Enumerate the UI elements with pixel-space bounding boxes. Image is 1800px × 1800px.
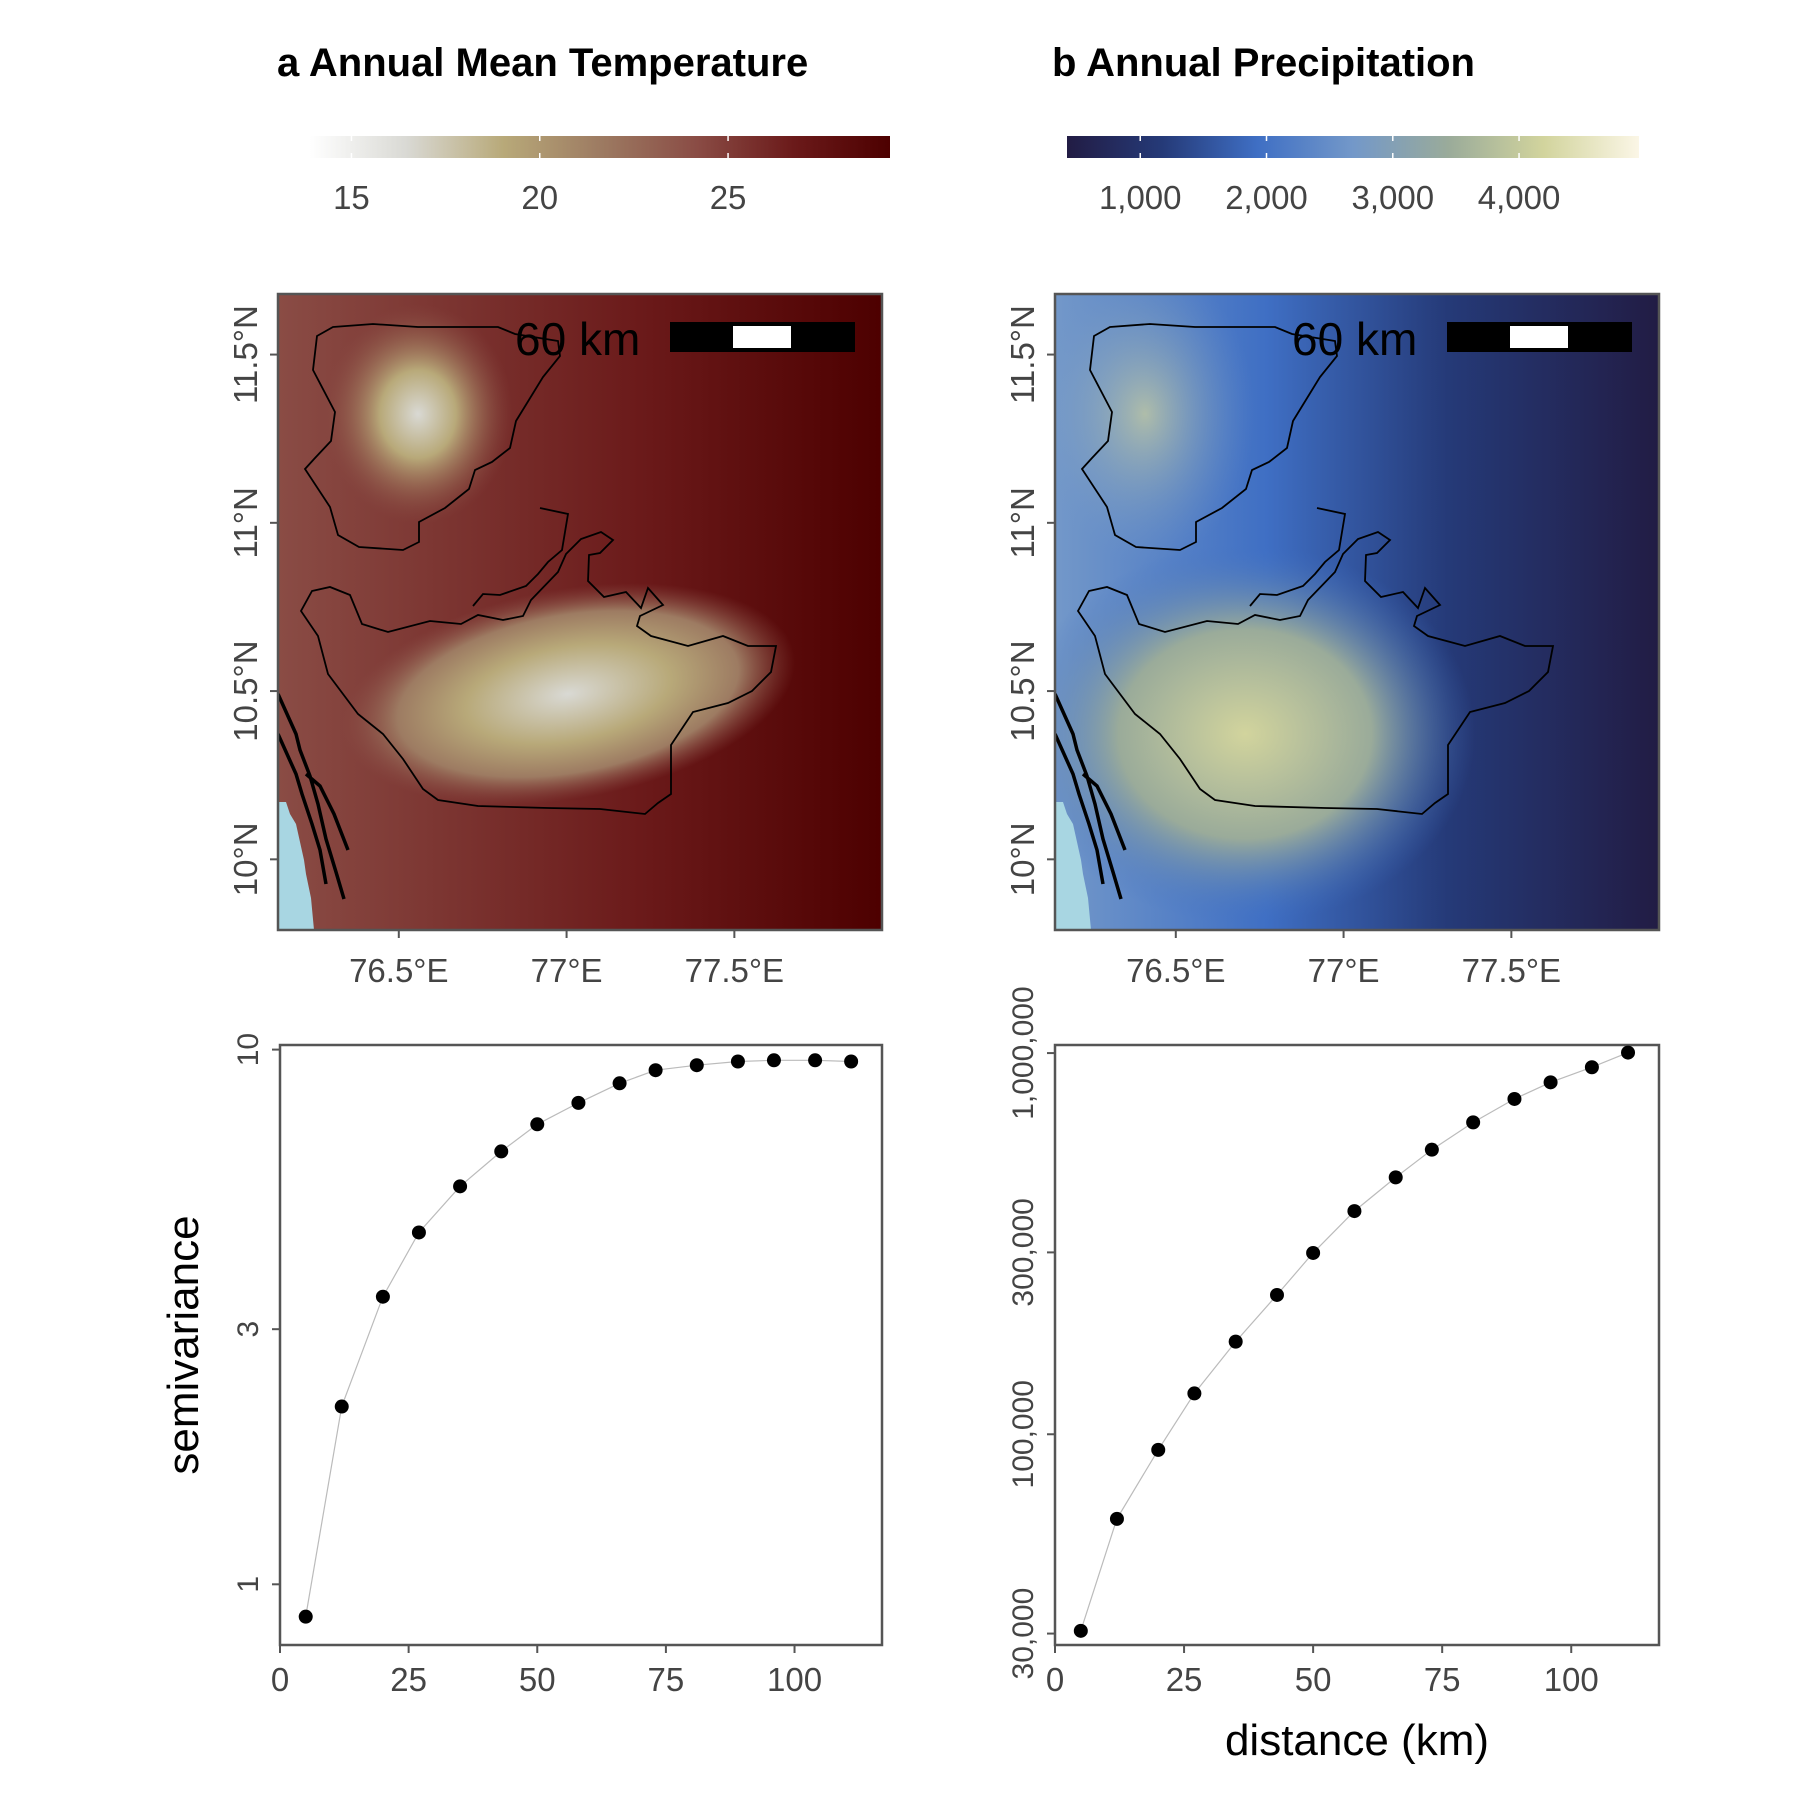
y-tick-label: 30,000	[1007, 1588, 1040, 1680]
temp-colorbar-ticks: 15 20 25	[333, 136, 746, 216]
data-point	[1073, 1623, 1088, 1638]
scalebar-a-label: 60 km	[515, 313, 640, 365]
data-point	[298, 1609, 313, 1624]
data-point	[730, 1054, 745, 1069]
trend-line	[305, 1059, 852, 1617]
map-x-tick-label: 77°E	[1308, 952, 1380, 989]
data-point	[453, 1179, 468, 1194]
map-y-tick-label: 11°N	[227, 487, 264, 558]
y-tick-label: 3	[232, 1321, 265, 1338]
map-y-tick-label: 10.5°N	[227, 640, 264, 741]
semivariogram-temperature: 0 25 50 75 100 1 3 10	[232, 1033, 884, 1698]
colorbar-tick-label: 3,000	[1351, 179, 1434, 216]
colorbar-tick-label: 4,000	[1478, 179, 1561, 216]
data-point	[1543, 1075, 1558, 1090]
data-point	[530, 1117, 545, 1132]
map-y-tick-label: 10°N	[1004, 822, 1041, 896]
data-point	[1269, 1287, 1284, 1302]
data-point	[1584, 1060, 1599, 1075]
map-x-tick-label: 76.5°E	[1126, 952, 1225, 989]
scalebar-a: 60 km	[515, 313, 855, 365]
anamalai-highland-temp	[340, 583, 796, 805]
map-x-tick-label: 77°E	[531, 952, 603, 989]
data-point	[375, 1289, 390, 1304]
colorbar-tick-label: 15	[333, 179, 370, 216]
map-y-tick-label: 11°N	[1004, 487, 1041, 558]
data-point	[648, 1063, 663, 1078]
y-tick-label: 10	[232, 1033, 265, 1066]
x-tick-label: 0	[271, 1661, 289, 1698]
map-y-tick-label: 11.5°N	[1004, 305, 1041, 404]
x-tick-label: 100	[767, 1661, 822, 1698]
data-point	[1228, 1334, 1243, 1349]
map-x-tick-label: 77.5°E	[685, 952, 784, 989]
precip-colorbar	[1067, 136, 1639, 158]
scalebar-b: 60 km	[1292, 313, 1632, 365]
nilgiri-wet-zone	[1055, 294, 1255, 564]
colorbar-tick-label: 2,000	[1225, 179, 1308, 216]
data-point	[1187, 1386, 1202, 1401]
precip-colorbar-ticks: 1,000 2,000 3,000 4,000	[1099, 136, 1560, 216]
y-tick-label: 300,000	[1007, 1198, 1040, 1306]
data-point	[1306, 1245, 1321, 1260]
map-x-tick-label: 76.5°E	[349, 952, 448, 989]
temp-colorbar	[310, 136, 890, 158]
data-point	[689, 1058, 704, 1073]
x-tick-label: 0	[1046, 1661, 1064, 1698]
data-point	[1151, 1442, 1166, 1457]
x-tick-label: 50	[519, 1661, 556, 1698]
data-point	[411, 1225, 426, 1240]
scalebar-b-label: 60 km	[1292, 313, 1417, 365]
colorbar-tick-label: 25	[710, 179, 747, 216]
western-ghats-wet-zone	[1055, 544, 1475, 924]
colorbar-tick-label: 20	[521, 179, 558, 216]
colorbar-tick-label: 1,000	[1099, 179, 1182, 216]
map-a-axes: 76.5°E 77°E 77.5°E 10°N 10.5°N 11°N 11.5°N	[227, 305, 784, 989]
x-tick-label: 25	[1166, 1661, 1203, 1698]
x-tick-label: 100	[1544, 1661, 1599, 1698]
data-point	[1507, 1091, 1522, 1106]
map-b: 60 km 76.5°E 77°E 77.5°E 10°N 10.5°N 11°N 11.5…	[1004, 292, 1661, 989]
map-y-tick-label: 10.5°N	[1004, 640, 1041, 741]
data-point	[1466, 1115, 1481, 1130]
semivariogram-precipitation: 0 25 50 75 100 30,000 100,000 300,000 1,000,000	[1007, 986, 1661, 1698]
data-point	[1388, 1170, 1403, 1185]
x-tick-label: 25	[390, 1661, 427, 1698]
data-point	[1109, 1511, 1124, 1526]
x-tick-label: 75	[1424, 1661, 1461, 1698]
map-y-tick-label: 11.5°N	[227, 305, 264, 404]
data-point	[844, 1054, 859, 1069]
map-x-tick-label: 77.5°E	[1462, 952, 1561, 989]
y-tick-label: 1,000,000	[1007, 986, 1040, 1119]
trend-line	[1080, 1052, 1629, 1631]
data-point	[808, 1053, 823, 1068]
map-y-tick-label: 10°N	[227, 822, 264, 896]
panel-a-title: a Annual Mean Temperature	[277, 41, 808, 85]
y-axis-label: semivariance	[159, 1215, 208, 1474]
panel-b-title: b Annual Precipitation	[1052, 41, 1475, 85]
nilgiri-highland-temp	[323, 304, 513, 524]
y-tick-label: 100,000	[1007, 1380, 1040, 1488]
map-b-axes: 76.5°E 77°E 77.5°E 10°N 10.5°N 11°N 11.5°N	[1004, 305, 1561, 989]
x-axis-label: distance (km)	[1225, 1716, 1489, 1765]
data-point	[612, 1076, 627, 1091]
x-tick-label: 75	[648, 1661, 685, 1698]
data-point	[334, 1399, 349, 1414]
data-point	[494, 1144, 509, 1159]
data-point	[1621, 1045, 1636, 1060]
y-tick-label: 1	[232, 1576, 265, 1593]
data-point	[571, 1095, 586, 1110]
data-point	[1347, 1204, 1362, 1219]
map-a: 60 km 76.5°E 77°E 77.5°E 10°N 10.5°N 11°N 11.5…	[227, 292, 884, 989]
data-point	[1424, 1142, 1439, 1157]
data-point	[766, 1053, 781, 1068]
x-tick-label: 50	[1295, 1661, 1332, 1698]
